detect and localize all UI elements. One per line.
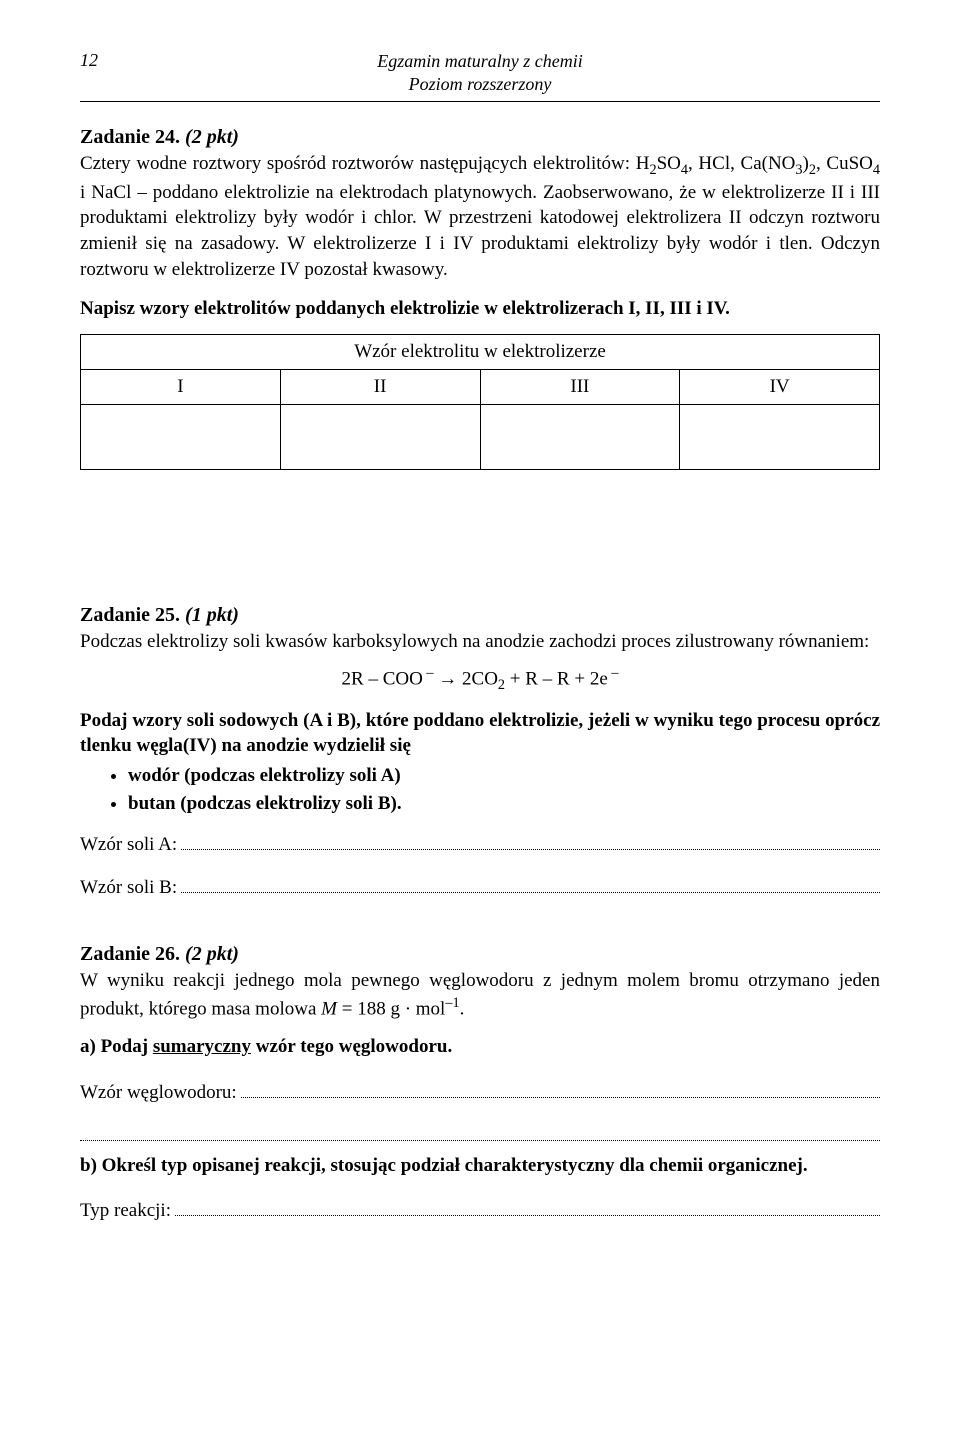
task26-points: (2 pkt) [185,943,239,965]
task24-col-2: II [280,370,480,405]
task25-answer-b-field[interactable] [181,874,880,893]
task25-bullet-2: butan (podczas elektrolizy soli B). [128,791,880,818]
task26-part-a: a) Podaj sumaryczny wzór tego węglowodor… [80,1034,880,1060]
task25-bullet-1: wodór (podczas elektrolizy soli A) [128,763,880,790]
header-line1: Egzamin maturalny z chemii [377,51,582,71]
task26-answer-b-row: Typ reakcji: [80,1197,880,1222]
table-row [81,405,880,470]
task25-answer-a-field[interactable] [181,831,880,850]
task25-number: Zadanie 25. [80,604,180,626]
header-rule [80,101,880,102]
task24-answer-4[interactable] [680,405,880,470]
task25-answer-b-row: Wzór soli B: [80,874,880,899]
t26-M: M [321,998,337,1019]
header-line2: Poziom rozszerzony [409,74,552,94]
task26-body: W wyniku reakcji jednego mola pewnego wę… [80,968,880,1022]
task24-answer-1[interactable] [81,405,281,470]
task24-number: Zadanie 24. [80,126,180,148]
t26-a: W wyniku reakcji jednego mola pewnego wę… [80,970,880,1019]
header-title: Egzamin maturalny z chemii Poziom rozsze… [120,50,840,97]
t26-b: = 188 g · mol [337,998,445,1019]
task24-instruction: Napisz wzory elektrolitów poddanych elek… [80,296,880,322]
eqn-c: + R – R + 2e [505,668,608,689]
task24-col-1: I [81,370,281,405]
task25-answer-a-label: Wzór soli A: [80,834,181,856]
eqn-a: 2R – COO [342,668,423,689]
t26b-text: b) Określ typ opisanej reakcji, stosując… [80,1155,808,1176]
task25-answer-b-label: Wzór soli B: [80,877,181,899]
task26-answer-a-field[interactable] [241,1079,880,1098]
task24-table: Wzór elektrolitu w elektrolizerze I II I… [80,334,880,470]
task24-heading: Zadanie 24. (2 pkt) [80,126,880,149]
eqn-b: → 2CO [434,668,498,689]
t26a-underline: sumaryczny [153,1036,251,1057]
task25-points: (1 pkt) [185,604,239,626]
t24-text-a: Cztery wodne roztwory spośród roztworów … [80,153,649,174]
task26-answer-a-row: Wzór węglowodoru: [80,1079,880,1104]
task26-number: Zadanie 26. [80,943,180,965]
t26a-lead: a) Podaj [80,1036,153,1057]
task26-answer-b-label: Typ reakcji: [80,1200,175,1222]
task26-heading: Zadanie 26. (2 pkt) [80,943,880,966]
t26-c: . [460,998,465,1019]
task24-body: Cztery wodne roztwory spośród roztworów … [80,151,880,283]
task26-part-b: b) Określ typ opisanej reakcji, stosując… [80,1153,880,1179]
task25-equation: 2R – COO – → 2CO2 + R – R + 2e – [80,665,880,694]
task26-answer-a-field-2[interactable] [80,1122,880,1141]
task25-bullet-list: wodór (podczas elektrolizy soli A) butan… [80,763,880,817]
task24-col-3: III [480,370,680,405]
task24-table-title: Wzór elektrolitu w elektrolizerze [81,335,880,370]
task26-answer-a-label: Wzór węglowodoru: [80,1082,241,1104]
task24-col-4: IV [680,370,880,405]
task26-answer-b-field[interactable] [175,1197,880,1216]
task24-answer-3[interactable] [480,405,680,470]
t26a-rest: wzór tego węglowodoru. [251,1036,452,1057]
task24-answer-2[interactable] [280,405,480,470]
t24-text-b: SO [657,153,681,174]
task25-body: Podczas elektrolizy soli kwasów karboksy… [80,629,880,655]
t24-text-e: , CuSO [816,153,873,174]
task25-instruction: Podaj wzory soli sodowych (A i B), które… [80,708,880,759]
page-number: 12 [80,50,120,71]
t24-text-c: , HCl, Ca(NO [688,153,795,174]
task25-answer-a-row: Wzór soli A: [80,831,880,856]
t24-text-f: i NaCl – poddano elektrolizie na elektro… [80,182,880,280]
task25-heading: Zadanie 25. (1 pkt) [80,604,880,627]
task24-points: (2 pkt) [185,126,239,148]
